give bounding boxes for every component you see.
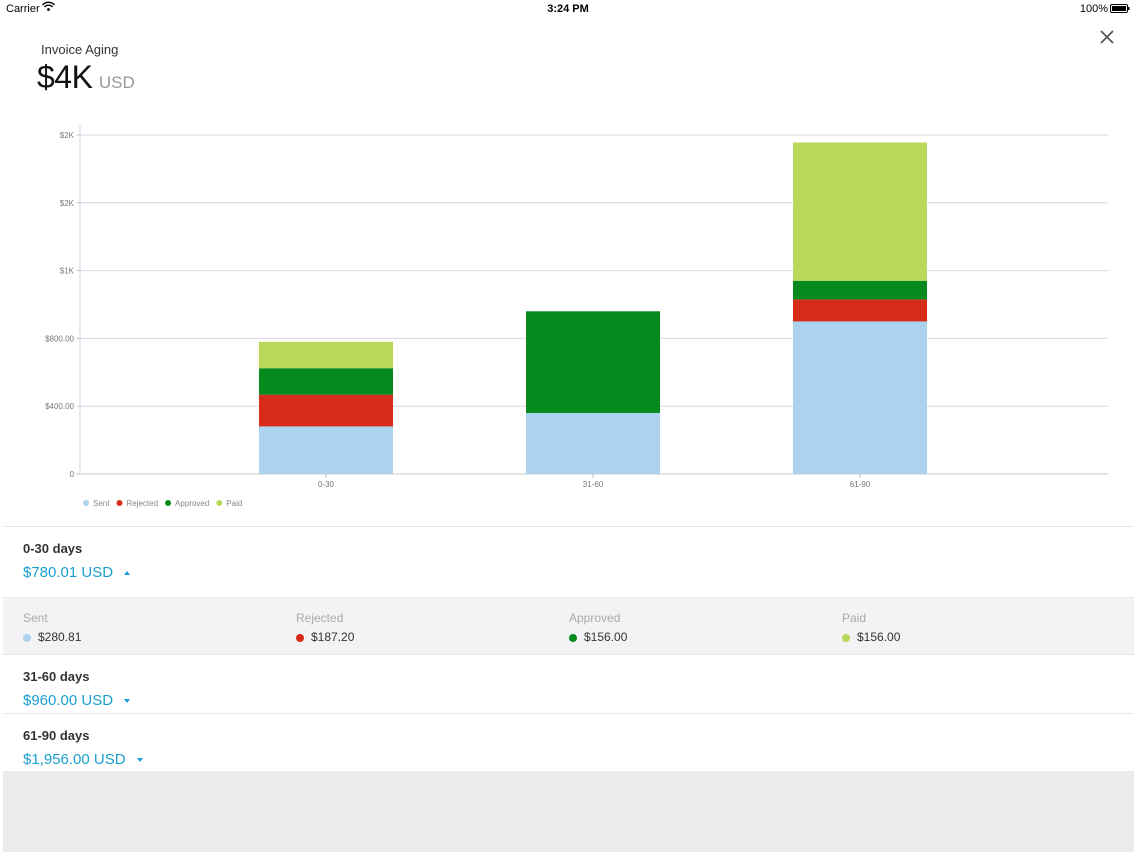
battery-percent: 100%	[1079, 3, 1108, 15]
detail-value: $187.20	[311, 630, 355, 644]
paid-dot-icon	[842, 634, 850, 642]
caret-up-icon	[124, 571, 131, 576]
bar-sent	[259, 426, 393, 474]
y-tick-label: $400.00	[45, 402, 74, 411]
legend-swatch-rejected	[116, 500, 123, 506]
total-amount-row: $4K USD	[37, 59, 135, 96]
bar-paid	[259, 341, 393, 369]
bar-approved	[259, 368, 393, 395]
approved-dot-icon	[569, 634, 577, 642]
detail-value: $280.81	[38, 630, 82, 644]
legend-label-paid: Paid	[226, 499, 242, 508]
y-tick-label: $800.00	[45, 334, 74, 343]
y-tick-label: 0	[70, 470, 75, 479]
bucket-31-60: 31-60 days $960.00 USD	[3, 655, 1134, 714]
report-header: Invoice Aging $4K USD	[37, 42, 135, 96]
detail-label: Sent	[23, 611, 48, 625]
bar-sent	[526, 412, 660, 474]
bucket-61-90: 61-90 days $1,956.00 USD	[3, 714, 1134, 773]
detail-paid: Paid $156.00	[842, 611, 1102, 644]
detail-approved: Approved $156.00	[569, 611, 829, 644]
y-tick-label: $1K	[60, 267, 75, 276]
detail-value: $156.00	[857, 630, 901, 644]
carrier-label: Carrier	[6, 3, 40, 15]
detail-value-row: $156.00	[842, 630, 1102, 644]
bucket-total-value: $780.01 USD	[23, 564, 114, 581]
bucket-label: 31-60 days	[23, 669, 90, 684]
legend-label-sent: Sent	[93, 499, 110, 508]
bucket-31-60-header[interactable]: 31-60 days $960.00 USD	[3, 655, 1134, 713]
status-time: 3:24 PM	[547, 3, 589, 15]
detail-label: Rejected	[296, 611, 344, 625]
bar-approved	[526, 311, 660, 413]
invoice-aging-chart: 0 $400.00 $800.00 $1K $2K $2K 0-30 31-60 61-90 Se…	[45, 125, 1108, 508]
detail-sent: Sent $280.81	[23, 611, 283, 644]
caret-down-icon	[136, 758, 143, 763]
bar-rejected	[793, 299, 927, 322]
legend-label-rejected: Rejected	[126, 499, 158, 508]
close-button[interactable]	[1096, 26, 1118, 48]
bucket-total[interactable]: $1,956.00 USD	[23, 751, 143, 768]
bucket-total-value: $960.00 USD	[23, 692, 114, 709]
bucket-total-value: $1,956.00 USD	[23, 751, 126, 768]
bucket-0-30: 0-30 days $780.01 USD Sent $280.81 Rejec…	[3, 527, 1134, 655]
bar-approved	[793, 280, 927, 300]
caret-down-icon	[124, 699, 131, 704]
bar-rejected	[259, 394, 393, 427]
report-title: Invoice Aging	[41, 42, 119, 57]
status-bar: Carrier 3:24 PM 100%	[0, 0, 1136, 18]
battery-icon	[1110, 4, 1130, 16]
sent-dot-icon	[23, 634, 31, 642]
detail-label: Approved	[569, 611, 621, 625]
bucket-61-90-header[interactable]: 61-90 days $1,956.00 USD	[3, 714, 1134, 772]
detail-value-row: $280.81	[23, 630, 283, 644]
close-icon	[1100, 30, 1114, 44]
bar-sent	[793, 321, 927, 474]
detail-value-row: $187.20	[296, 630, 556, 644]
detail-value-row: $156.00	[569, 630, 829, 644]
detail-value: $156.00	[584, 630, 628, 644]
bucket-total[interactable]: $780.01 USD	[23, 564, 131, 581]
detail-rejected: Rejected $187.20	[296, 611, 556, 644]
bucket-label: 61-90 days	[23, 728, 90, 743]
y-tick-label: $2K	[60, 131, 75, 140]
detail-label: Paid	[842, 611, 867, 625]
aging-breakdown-list: 0-30 days $780.01 USD Sent $280.81 Rejec…	[3, 526, 1134, 773]
bar-paid	[793, 142, 927, 281]
legend-swatch-sent	[83, 500, 89, 506]
legend-swatch-paid	[216, 500, 223, 506]
bucket-label: 0-30 days	[23, 541, 83, 556]
x-tick-label: 31-60	[583, 480, 604, 489]
legend-swatch-approved	[165, 500, 172, 506]
bucket-0-30-details: Sent $280.81 Rejected $187.20 Approved $…	[3, 597, 1134, 654]
total-amount: $4K	[37, 59, 93, 95]
y-tick-label: $2K	[60, 199, 75, 208]
wifi-icon	[41, 1, 56, 15]
rejected-dot-icon	[296, 634, 304, 642]
x-tick-label: 0-30	[318, 480, 335, 489]
bucket-total[interactable]: $960.00 USD	[23, 692, 131, 709]
bucket-0-30-header[interactable]: 0-30 days $780.01 USD	[3, 527, 1134, 597]
x-tick-label: 61-90	[850, 480, 871, 489]
total-currency: USD	[98, 73, 135, 92]
legend-label-approved: Approved	[175, 499, 209, 508]
empty-area	[3, 771, 1134, 852]
